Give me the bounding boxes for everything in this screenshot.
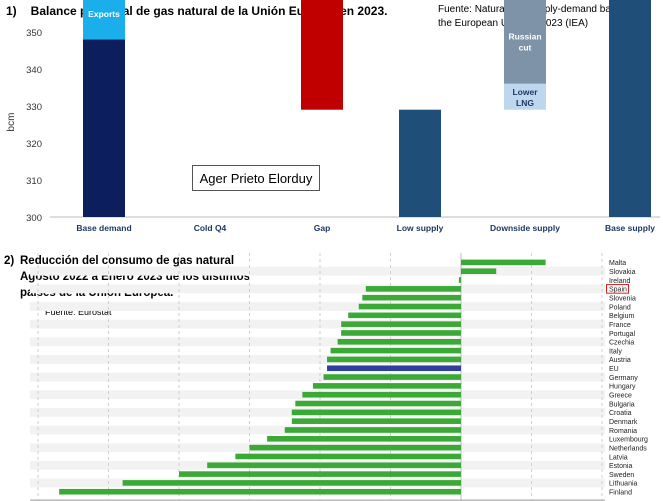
- row-band: [30, 284, 605, 294]
- country-label: Italy: [609, 348, 622, 355]
- country-label: Belgium: [609, 313, 634, 320]
- country-bar: [284, 427, 461, 433]
- country-bar: [358, 303, 461, 310]
- y-tick-label: 350: [26, 28, 42, 39]
- country-label: Ireland: [609, 278, 631, 285]
- waterfall-bar-segment: [609, 0, 651, 218]
- country-label: Estonia: [609, 463, 632, 470]
- country-label: Slovenia: [609, 295, 636, 302]
- row-band: [30, 355, 605, 364]
- country-label: Luxembourg: [609, 437, 648, 444]
- author-credit: Ager Prieto Elorduy: [192, 165, 320, 191]
- country-label: Denmark: [609, 419, 638, 426]
- country-label: France: [609, 322, 631, 329]
- country-bar: [365, 286, 461, 292]
- country-bar: [461, 268, 497, 275]
- country-label: Portugal: [609, 331, 636, 338]
- country-bar: [323, 374, 461, 380]
- country-bar: [207, 462, 461, 469]
- x-category-label: Downside supply: [490, 223, 560, 233]
- waterfall-chart: 300310320330340350360370bcmExportsRussia…: [6, 0, 660, 233]
- country-label: Austria: [609, 357, 631, 364]
- row-band: [30, 372, 605, 382]
- country-bar: [327, 365, 461, 372]
- country-bar: [337, 338, 461, 345]
- country-bar: [330, 347, 461, 354]
- country-label: Slovakia: [609, 269, 636, 276]
- waterfall-bar-segment: [301, 0, 343, 110]
- country-label: Croatia: [609, 410, 632, 417]
- row-band: [30, 319, 605, 329]
- country-bar: [235, 453, 461, 460]
- country-label: Czechia: [609, 340, 634, 347]
- x-category-label: Low supply: [397, 223, 444, 233]
- y-tick-label: 330: [26, 102, 42, 113]
- country-bar: [59, 488, 462, 495]
- country-label: Bulgaria: [609, 401, 635, 408]
- segment-label: Exports: [88, 9, 120, 19]
- row-band: [30, 266, 605, 276]
- segment-label: LNG: [516, 98, 534, 108]
- x-category-label: Base supply: [605, 223, 655, 233]
- country-label: EU: [609, 366, 619, 373]
- country-bar: [362, 294, 461, 301]
- country-label: Greece: [609, 393, 632, 400]
- segment-label: Russian: [508, 31, 541, 41]
- x-category-label: Gap: [314, 223, 331, 233]
- chart2-title-line1: Reducción del consumo de gas natural: [20, 255, 235, 267]
- row-band: [30, 337, 605, 347]
- waterfall-bar-segment: [83, 0, 125, 40]
- country-bar: [458, 277, 461, 283]
- country-label: Poland: [609, 304, 631, 311]
- y-axis-label: bcm: [6, 113, 17, 132]
- country-bar: [348, 312, 461, 319]
- x-category-label: Cold Q4: [194, 223, 227, 233]
- country-label: Malta: [609, 260, 626, 267]
- y-tick-label: 310: [26, 176, 42, 187]
- country-bar: [302, 391, 461, 398]
- country-label: Latvia: [609, 454, 628, 461]
- y-tick-label: 360: [26, 0, 42, 2]
- chart2-number: 2): [4, 255, 15, 267]
- country-bar: [461, 259, 546, 266]
- country-label: Lithuania: [609, 481, 638, 488]
- country-bar: [179, 471, 461, 477]
- country-bar: [312, 383, 461, 389]
- waterfall-bar-segment: [399, 109, 441, 217]
- segment-label: cut: [519, 42, 532, 52]
- country-label: Finland: [609, 490, 632, 497]
- y-tick-label: 320: [26, 139, 42, 150]
- country-label: Netherlands: [609, 445, 647, 452]
- country-label: Sweden: [609, 472, 634, 479]
- waterfall-bar-segment: [504, 83, 546, 110]
- chart1-number: 1): [6, 4, 17, 18]
- waterfall-bar-segment: [83, 39, 125, 218]
- chart2-source: Fuente: Eurostat: [45, 307, 112, 317]
- country-label: Romania: [609, 428, 637, 435]
- country-bar: [341, 321, 461, 327]
- y-tick-label: 300: [26, 213, 42, 224]
- country-bar: [267, 436, 461, 442]
- country-bar: [327, 356, 461, 363]
- waterfall-bar-segment: [504, 0, 546, 84]
- country-label: Hungary: [609, 384, 636, 391]
- country-bar: [295, 400, 461, 407]
- country-bar: [291, 418, 461, 424]
- country-bar: [291, 409, 461, 416]
- highlight-box: [606, 284, 629, 294]
- country-label: Germany: [609, 375, 638, 382]
- row-band: [30, 302, 605, 311]
- country-bar: [341, 330, 461, 336]
- x-category-label: Base demand: [76, 223, 131, 233]
- country-label: Spain: [609, 287, 627, 294]
- segment-label: Lower: [512, 87, 538, 97]
- y-tick-label: 340: [26, 65, 42, 76]
- country-bar: [249, 444, 461, 451]
- country-bar: [122, 480, 461, 486]
